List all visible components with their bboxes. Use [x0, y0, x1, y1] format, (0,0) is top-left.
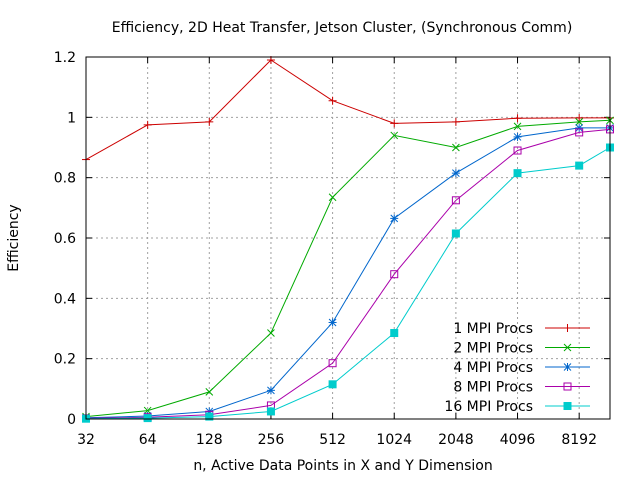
series-line — [85, 128, 611, 419]
y-tick-label: 0.2 — [54, 352, 76, 368]
legend: 1 MPI Procs 2 MPI Procs 4 MPI Procs 8 MPI P… — [444, 321, 590, 415]
data-point — [452, 143, 460, 152]
legend-entry: 4 MPI Procs — [453, 360, 590, 376]
y-tick-label: 0 — [67, 412, 76, 428]
data-point — [575, 123, 584, 132]
grid-lines — [86, 57, 610, 419]
axis-ticks: 0 0.2 0.4 0.6 0.8 1 1.2 32 64 128 256 512 1024 2048 40… — [54, 50, 610, 448]
x-tick-label: 8192 — [561, 432, 597, 448]
data-point — [513, 132, 522, 141]
series-2 — [82, 116, 614, 421]
data-point — [390, 270, 399, 279]
x-tick-label: 32 — [77, 432, 95, 448]
data-point — [563, 324, 572, 332]
legend-label: 8 MPI Procs — [453, 380, 533, 396]
data-point — [205, 387, 214, 396]
data-point — [328, 193, 337, 202]
series-1 — [82, 56, 614, 164]
data-point — [266, 386, 275, 395]
data-point — [390, 131, 399, 140]
series-line — [85, 119, 611, 418]
x-tick-label: 4096 — [500, 432, 536, 448]
data-point — [328, 359, 337, 368]
x-axis-label: n, Active Data Points in X and Y Dimensi… — [193, 458, 492, 474]
data-point — [143, 414, 152, 423]
series-line — [85, 147, 611, 420]
data-point — [328, 380, 337, 389]
plot-frame — [85, 56, 611, 420]
data-point — [451, 169, 460, 178]
data-point — [563, 402, 572, 410]
legend-label: 1 MPI Procs — [453, 321, 533, 337]
legend-entry: 8 MPI Procs — [453, 380, 590, 396]
series-3 — [82, 123, 614, 422]
x-tick-label: 128 — [196, 432, 223, 448]
x-tick-label: 64 — [139, 432, 157, 448]
data-point — [205, 117, 214, 126]
data-point — [143, 406, 152, 415]
y-tick-label: 1 — [67, 110, 76, 126]
data-point — [513, 146, 522, 155]
data-point — [513, 114, 522, 123]
data-point — [266, 407, 275, 416]
legend-entry: 16 MPI Procs — [444, 399, 590, 415]
legend-label: 16 MPI Procs — [444, 399, 533, 415]
data-point — [563, 343, 572, 352]
legend-label: 4 MPI Procs — [453, 360, 533, 376]
y-axis-label: Efficiency — [6, 204, 22, 271]
series-5 — [82, 143, 614, 423]
data-point — [205, 412, 214, 421]
data-point — [328, 96, 337, 105]
x-tick-label: 1024 — [376, 432, 412, 448]
data-point — [575, 128, 584, 137]
data-point — [390, 329, 399, 338]
data-point — [267, 329, 275, 337]
legend-entry: 2 MPI Procs — [453, 341, 590, 357]
data-point — [513, 169, 522, 178]
data-point — [451, 229, 460, 238]
data-point — [563, 363, 572, 371]
data-point — [575, 118, 584, 126]
series-4 — [82, 125, 614, 423]
y-tick-label: 0.4 — [54, 291, 76, 307]
data-point — [451, 196, 460, 205]
data-point — [143, 120, 152, 129]
data-point — [451, 117, 460, 126]
x-tick-label: 512 — [319, 432, 346, 448]
data-point — [390, 119, 399, 128]
chart-title: Efficiency, 2D Heat Transfer, Jetson Clu… — [112, 20, 573, 36]
data-point — [563, 382, 572, 391]
data-point — [513, 122, 522, 131]
x-tick-label: 256 — [258, 432, 285, 448]
y-tick-label: 1.2 — [54, 50, 76, 66]
y-tick-label: 0.6 — [54, 231, 76, 247]
data-point — [575, 113, 584, 122]
legend-label: 2 MPI Procs — [453, 341, 533, 357]
legend-entry: 1 MPI Procs — [453, 321, 590, 337]
data-point — [328, 318, 337, 327]
series-line — [85, 59, 610, 161]
y-tick-label: 0.8 — [54, 171, 76, 187]
data-series — [82, 56, 614, 423]
series-line — [85, 127, 610, 419]
data-point — [390, 214, 399, 223]
data-point — [575, 161, 584, 170]
x-tick-label: 2048 — [438, 432, 474, 448]
